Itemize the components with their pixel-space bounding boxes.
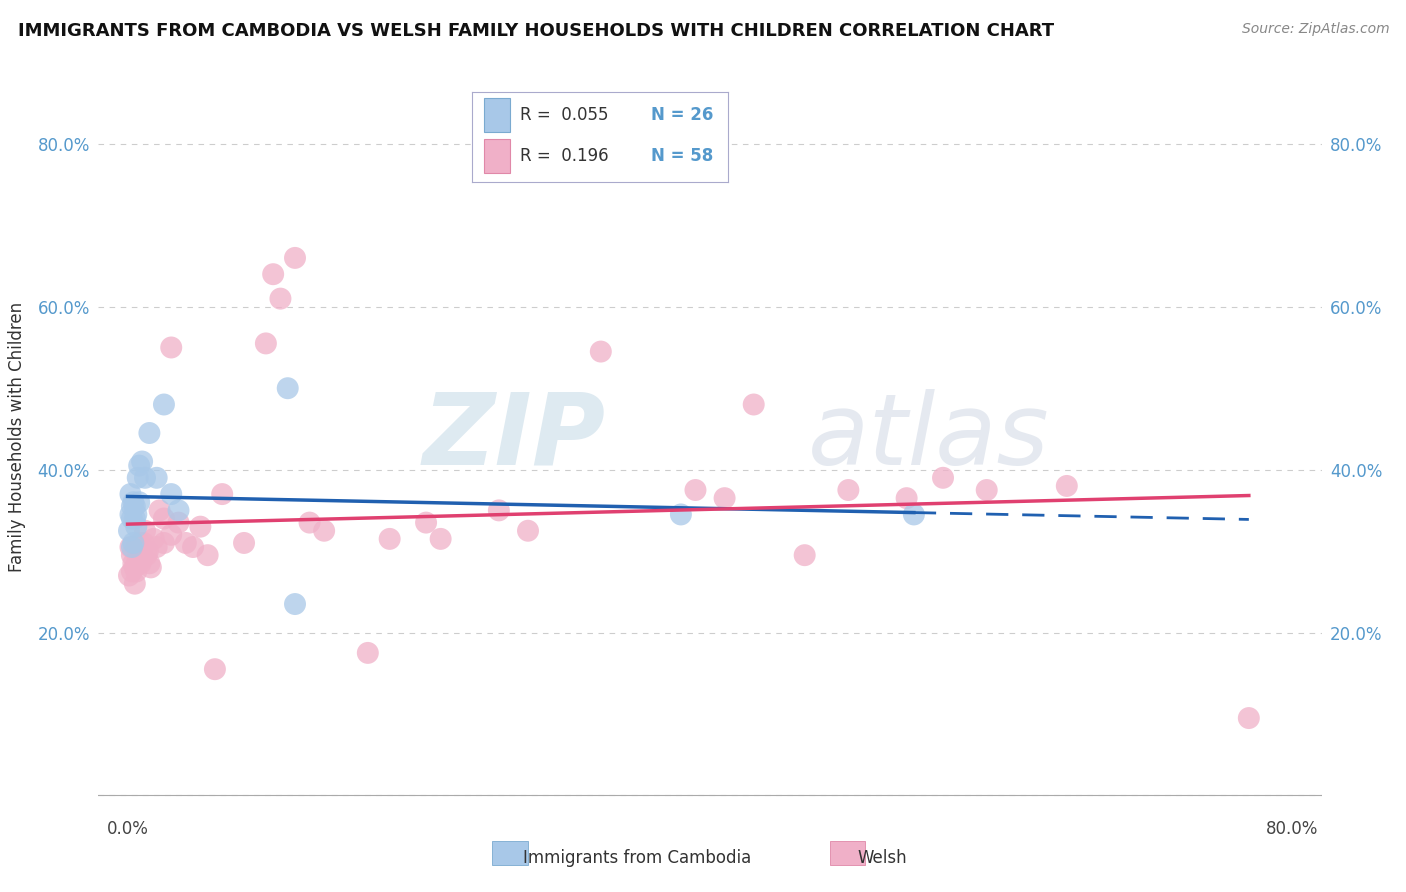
Point [197,548,219,562]
Point [124,511,146,525]
Point [145,471,167,485]
Point [160,528,183,542]
Point [976,483,998,497]
Point [122,557,145,571]
Point [145,540,167,554]
Point [134,471,156,485]
Point [128,495,150,509]
Point [118,568,141,582]
Point [896,491,918,505]
Point [181,540,204,554]
Point [160,487,183,501]
Text: ZIP: ZIP [423,389,606,485]
Point [793,548,815,562]
Text: Source: ZipAtlas.com: Source: ZipAtlas.com [1241,22,1389,37]
Point [742,397,765,411]
Point [128,536,150,550]
Point [713,491,735,505]
Point [142,532,165,546]
Point [233,536,256,550]
Point [903,508,925,522]
Point [167,516,190,530]
Y-axis label: Family Households with Children: Family Households with Children [8,302,27,572]
Point [125,540,148,554]
Point [127,471,149,485]
Text: Immigrants from Cambodia: Immigrants from Cambodia [523,849,751,867]
Point [153,397,176,411]
Point [153,511,176,525]
Point [121,548,143,562]
Point [429,532,451,546]
Point [685,483,707,497]
Point [204,662,226,676]
Point [121,511,143,525]
Point [131,544,153,558]
Point [131,552,153,566]
Point [128,458,150,473]
Point [134,524,156,538]
Point [932,471,955,485]
Point [139,560,162,574]
Point [277,381,299,395]
Point [262,267,284,281]
Point [120,540,142,554]
Point [1056,479,1078,493]
Point [120,487,142,501]
Point [149,503,172,517]
Point [131,454,153,468]
Text: IMMIGRANTS FROM CAMBODIA VS WELSH FAMILY HOUSEHOLDS WITH CHILDREN CORRELATION CH: IMMIGRANTS FROM CAMBODIA VS WELSH FAMILY… [18,22,1054,40]
Point [127,552,149,566]
Point [121,565,143,579]
Point [121,540,143,554]
Point [298,516,321,530]
Point [124,500,146,514]
Point [132,536,155,550]
Point [589,344,612,359]
Point [188,519,212,533]
Point [138,557,160,571]
Point [124,560,146,574]
Point [118,524,141,538]
Point [254,336,277,351]
Point [120,508,142,522]
Text: atlas: atlas [808,389,1049,485]
Point [211,487,233,501]
Point [121,500,143,514]
Point [153,536,176,550]
Point [122,536,145,550]
Point [125,565,148,579]
Point [284,597,307,611]
Point [160,341,183,355]
Point [669,508,692,522]
Point [167,503,190,517]
Point [125,508,148,522]
Point [129,557,152,571]
Point [357,646,380,660]
Point [837,483,859,497]
Text: Welsh: Welsh [858,849,907,867]
Point [284,251,307,265]
Point [125,519,148,533]
Point [122,495,145,509]
Point [136,544,159,558]
Point [314,524,336,538]
Point [138,425,160,440]
Point [488,503,510,517]
Point [415,516,437,530]
Point [124,576,146,591]
Point [174,536,197,550]
Point [135,548,157,562]
Point [269,292,291,306]
Point [1237,711,1260,725]
Point [517,524,540,538]
Point [378,532,401,546]
